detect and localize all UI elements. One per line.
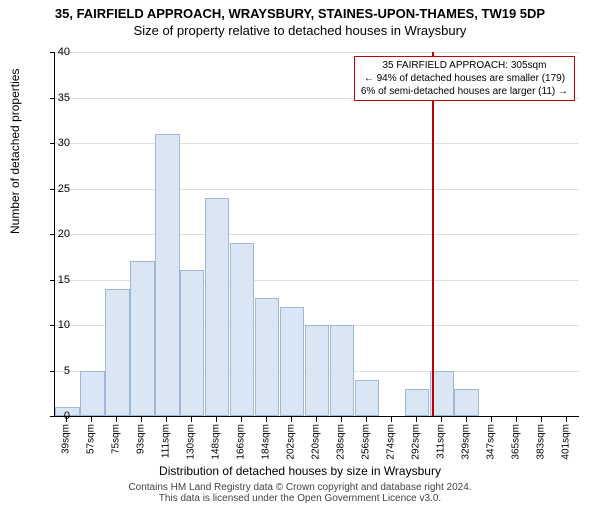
xtick-mark: [491, 417, 492, 422]
ytick-label: 25: [46, 183, 70, 195]
histogram-bar: [205, 198, 229, 416]
ytick-label: 0: [46, 410, 70, 422]
histogram-bar: [405, 389, 429, 416]
footer-text: Contains HM Land Registry data © Crown c…: [0, 482, 600, 504]
x-tick-area: 39sqm 57sqm 75sqm 93sqm 111sqm 130sqm 148sqm 16…: [54, 417, 578, 463]
xtick-label: 202sqm: [286, 424, 297, 460]
xtick-mark: [216, 417, 217, 422]
reference-line: [432, 52, 434, 416]
ytick-label: 40: [46, 46, 70, 58]
annot-line1: 35 FAIRFIELD APPROACH: 305sqm: [361, 59, 568, 72]
xtick-label: 292sqm: [410, 424, 421, 460]
annot-line2: ← 94% of detached houses are smaller (17…: [361, 72, 568, 85]
xtick-label: 184sqm: [261, 424, 272, 460]
footer-line: This data is licensed under the Open Gov…: [159, 493, 441, 504]
xtick-mark: [441, 417, 442, 422]
xtick-mark: [241, 417, 242, 422]
histogram-bar: [454, 389, 478, 416]
xtick-label: 401sqm: [560, 424, 571, 460]
histogram-bar: [155, 134, 179, 416]
ytick-label: 20: [46, 228, 70, 240]
xtick-label: 148sqm: [211, 424, 222, 460]
xtick-mark: [416, 417, 417, 422]
xtick-mark: [91, 417, 92, 422]
xtick-label: 383sqm: [535, 424, 546, 460]
histogram-bar: [180, 270, 204, 416]
xtick-mark: [541, 417, 542, 422]
xtick-label: 256sqm: [360, 424, 371, 460]
xtick-mark: [316, 417, 317, 422]
chart-title-desc: Size of property relative to detached ho…: [0, 23, 600, 38]
histogram-bar: [355, 380, 379, 416]
xtick-mark: [516, 417, 517, 422]
xtick-label: 93sqm: [136, 424, 147, 454]
histogram-bar: [130, 261, 154, 416]
x-axis-label: Distribution of detached houses by size …: [0, 464, 600, 478]
xtick-label: 75sqm: [111, 424, 122, 454]
y-axis-label: Number of detached properties: [8, 69, 22, 234]
xtick-mark: [466, 417, 467, 422]
xtick-mark: [116, 417, 117, 422]
xtick-label: 274sqm: [385, 424, 396, 460]
xtick-mark: [166, 417, 167, 422]
xtick-mark: [566, 417, 567, 422]
gridline: [55, 189, 579, 190]
ytick-label: 5: [46, 365, 70, 377]
xtick-label: 111sqm: [161, 424, 172, 458]
xtick-label: 166sqm: [236, 424, 247, 460]
xtick-mark: [391, 417, 392, 422]
gridline: [55, 143, 579, 144]
annotation-box: 35 FAIRFIELD APPROACH: 305sqm← 94% of de…: [354, 56, 575, 101]
xtick-mark: [291, 417, 292, 422]
histogram-bar: [230, 243, 254, 416]
xtick-mark: [191, 417, 192, 422]
histogram-bar: [80, 371, 104, 417]
histogram-bar: [330, 325, 354, 416]
xtick-label: 311sqm: [435, 424, 446, 459]
annot-line3: 6% of semi-detached houses are larger (1…: [361, 85, 568, 98]
ytick-label: 35: [46, 92, 70, 104]
xtick-label: 57sqm: [86, 424, 97, 454]
xtick-mark: [366, 417, 367, 422]
ytick-label: 30: [46, 137, 70, 149]
chart-title-address: 35, FAIRFIELD APPROACH, WRAYSBURY, STAIN…: [0, 6, 600, 21]
histogram-bar: [255, 298, 279, 416]
gridline: [55, 52, 579, 53]
xtick-label: 130sqm: [186, 424, 197, 460]
xtick-label: 365sqm: [510, 424, 521, 460]
xtick-mark: [341, 417, 342, 422]
xtick-mark: [141, 417, 142, 422]
chart-container: 35, FAIRFIELD APPROACH, WRAYSBURY, STAIN…: [0, 6, 600, 506]
histogram-bar: [280, 307, 304, 416]
ytick-label: 10: [46, 319, 70, 331]
xtick-label: 329sqm: [460, 424, 471, 460]
ytick-label: 15: [46, 274, 70, 286]
xtick-label: 39sqm: [61, 424, 72, 454]
xtick-mark: [266, 417, 267, 422]
xtick-label: 347sqm: [485, 424, 496, 460]
footer-line: Contains HM Land Registry data © Crown c…: [128, 482, 471, 493]
plot-area: 35 FAIRFIELD APPROACH: 305sqm← 94% of de…: [54, 52, 579, 417]
xtick-label: 238sqm: [335, 424, 346, 460]
histogram-bar: [305, 325, 329, 416]
histogram-bar: [105, 289, 129, 416]
gridline: [55, 234, 579, 235]
xtick-label: 220sqm: [311, 424, 322, 460]
